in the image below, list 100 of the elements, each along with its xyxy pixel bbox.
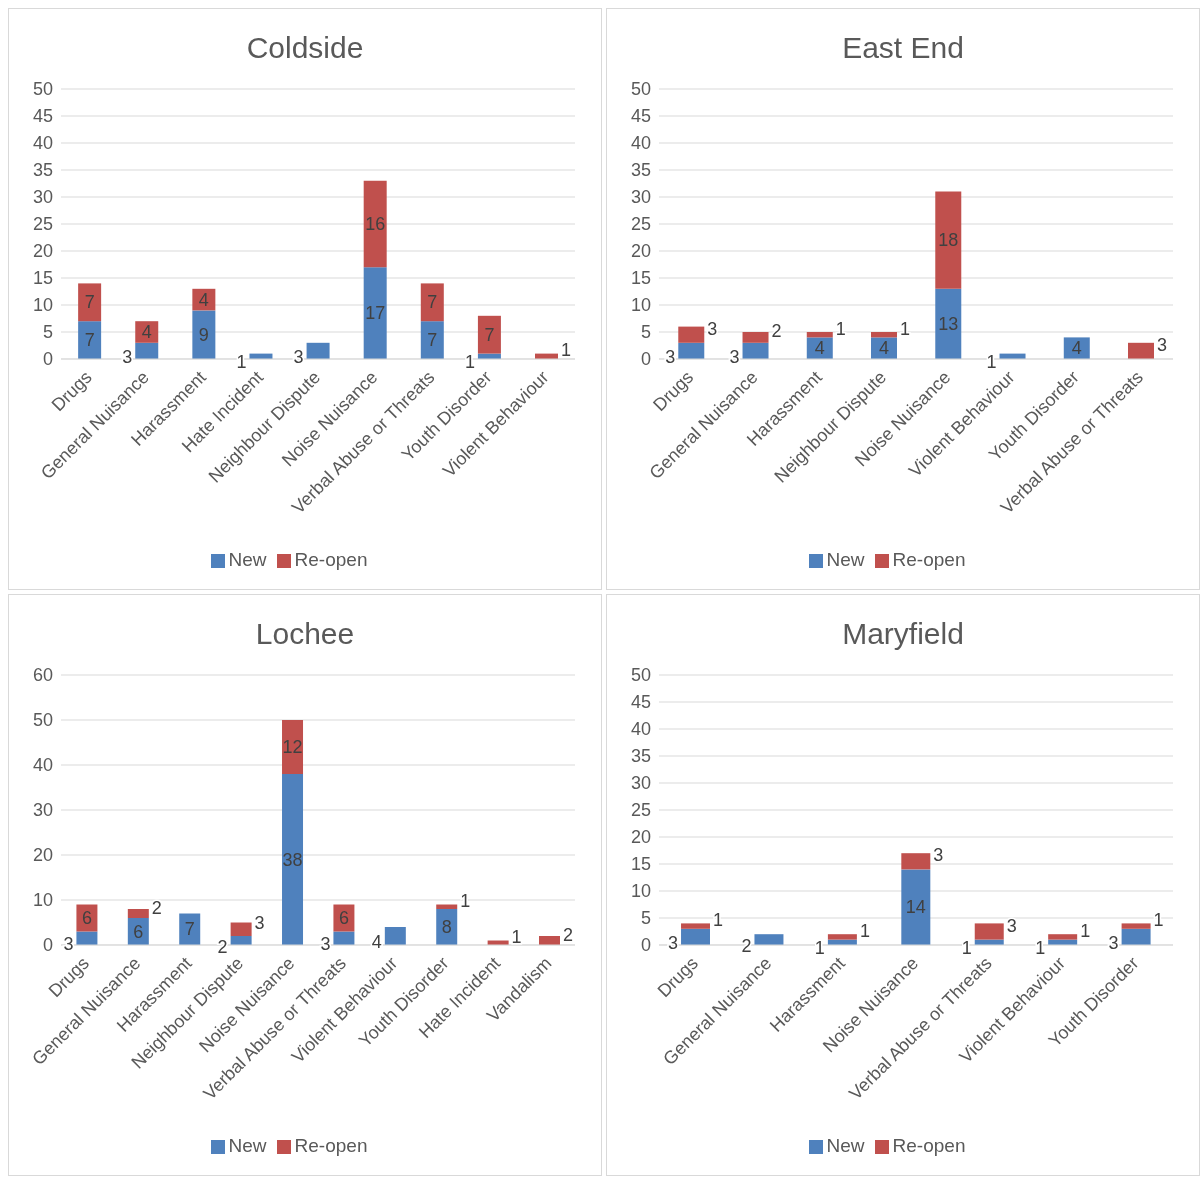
data-label: 1 bbox=[460, 890, 471, 911]
y-tick-label: 20 bbox=[630, 827, 651, 848]
data-label: 9 bbox=[198, 324, 209, 345]
data-label: 7 bbox=[427, 292, 438, 313]
data-label: 4 bbox=[879, 338, 890, 359]
bar bbox=[974, 923, 1004, 940]
chart-title: Maryfield bbox=[841, 617, 965, 652]
bar bbox=[901, 853, 931, 870]
y-tick-label: 25 bbox=[630, 800, 651, 821]
bar bbox=[1121, 928, 1151, 945]
data-label: 3 bbox=[729, 346, 740, 367]
data-label: 4 bbox=[141, 322, 152, 342]
y-tick-label: 5 bbox=[42, 322, 53, 343]
bar bbox=[363, 180, 387, 268]
data-label: 2 bbox=[771, 321, 782, 342]
bar bbox=[1121, 923, 1151, 929]
bar bbox=[282, 774, 304, 945]
bar bbox=[1048, 934, 1078, 940]
y-tick-label: 25 bbox=[32, 214, 53, 235]
data-label: 3 bbox=[1157, 334, 1168, 355]
data-label: 6 bbox=[81, 908, 92, 928]
data-label: 3 bbox=[293, 346, 304, 367]
y-tick-label: 0 bbox=[42, 935, 53, 956]
legend-label: Re-open bbox=[892, 1135, 966, 1156]
data-label: 7 bbox=[84, 292, 95, 313]
data-label: 17 bbox=[365, 303, 386, 324]
y-tick-label: 15 bbox=[32, 268, 53, 289]
data-label: 3 bbox=[254, 913, 265, 934]
y-tick-label: 35 bbox=[630, 160, 651, 181]
bar bbox=[192, 310, 216, 359]
y-tick-label: 5 bbox=[640, 322, 651, 343]
data-label: 6 bbox=[338, 908, 349, 928]
y-tick-label: 30 bbox=[32, 187, 53, 208]
data-label: 2 bbox=[151, 897, 162, 918]
bar bbox=[420, 283, 444, 322]
data-label: 1 bbox=[1035, 938, 1046, 959]
data-label: 3 bbox=[1108, 932, 1119, 953]
data-label: 1 bbox=[511, 926, 522, 947]
data-label: 1 bbox=[859, 920, 870, 941]
legend-label: New bbox=[228, 1135, 267, 1156]
y-tick-label: 60 bbox=[32, 665, 53, 686]
y-tick-label: 50 bbox=[32, 79, 53, 100]
y-tick-label: 45 bbox=[630, 692, 651, 713]
data-label: 1 bbox=[713, 910, 724, 931]
data-label: 3 bbox=[63, 934, 74, 955]
y-tick-label: 25 bbox=[630, 214, 651, 235]
bar bbox=[230, 922, 252, 936]
y-tick-label: 40 bbox=[32, 133, 53, 154]
bar bbox=[678, 342, 705, 359]
data-label: 18 bbox=[938, 230, 959, 251]
y-tick-label: 35 bbox=[630, 746, 651, 767]
legend-label: New bbox=[826, 1135, 865, 1156]
y-tick-label: 15 bbox=[630, 268, 651, 289]
data-label: 7 bbox=[184, 919, 195, 940]
data-label: 4 bbox=[1071, 338, 1082, 359]
bar bbox=[306, 342, 330, 359]
bar bbox=[1128, 342, 1155, 359]
chart-title: East End bbox=[841, 31, 965, 66]
y-tick-label: 45 bbox=[32, 106, 53, 127]
data-label: 1 bbox=[464, 352, 475, 373]
data-label: 3 bbox=[1006, 915, 1017, 936]
bar bbox=[678, 326, 705, 343]
y-tick-label: 45 bbox=[630, 106, 651, 127]
data-label: 3 bbox=[320, 934, 331, 955]
bar bbox=[827, 934, 857, 940]
y-tick-label: 35 bbox=[32, 160, 53, 181]
data-label: 14 bbox=[905, 897, 926, 918]
y-tick-label: 10 bbox=[32, 295, 53, 316]
bar bbox=[754, 934, 784, 945]
y-tick-label: 30 bbox=[630, 773, 651, 794]
data-label: 12 bbox=[282, 737, 303, 757]
bar bbox=[420, 321, 444, 359]
y-tick-label: 10 bbox=[630, 295, 651, 316]
data-label: 13 bbox=[938, 313, 959, 334]
y-tick-label: 10 bbox=[630, 881, 651, 902]
bar bbox=[127, 909, 149, 918]
bar bbox=[135, 342, 159, 359]
data-label: 4 bbox=[198, 289, 209, 310]
data-label: 1 bbox=[835, 318, 846, 339]
data-label: 3 bbox=[665, 346, 676, 367]
data-label: 1 bbox=[236, 352, 247, 373]
data-label: 4 bbox=[814, 338, 825, 359]
y-tick-label: 0 bbox=[640, 349, 651, 370]
y-tick-label: 40 bbox=[32, 755, 53, 776]
data-label: 3 bbox=[933, 845, 944, 866]
y-tick-label: 50 bbox=[32, 710, 53, 731]
data-label: 1 bbox=[961, 938, 972, 959]
data-label: 2 bbox=[741, 935, 752, 956]
legend-label: Re-open bbox=[294, 549, 368, 570]
bar bbox=[901, 869, 931, 945]
data-label: 3 bbox=[122, 346, 133, 367]
data-label: 1 bbox=[1153, 910, 1164, 931]
legend-label: Re-open bbox=[294, 1135, 368, 1156]
data-label: 2 bbox=[217, 936, 228, 957]
data-label: 1 bbox=[986, 352, 997, 373]
data-label: 7 bbox=[484, 324, 495, 345]
data-label: 1 bbox=[900, 318, 911, 339]
data-label: 1 bbox=[814, 938, 825, 959]
y-tick-label: 5 bbox=[640, 908, 651, 929]
legend-label: New bbox=[228, 549, 267, 570]
